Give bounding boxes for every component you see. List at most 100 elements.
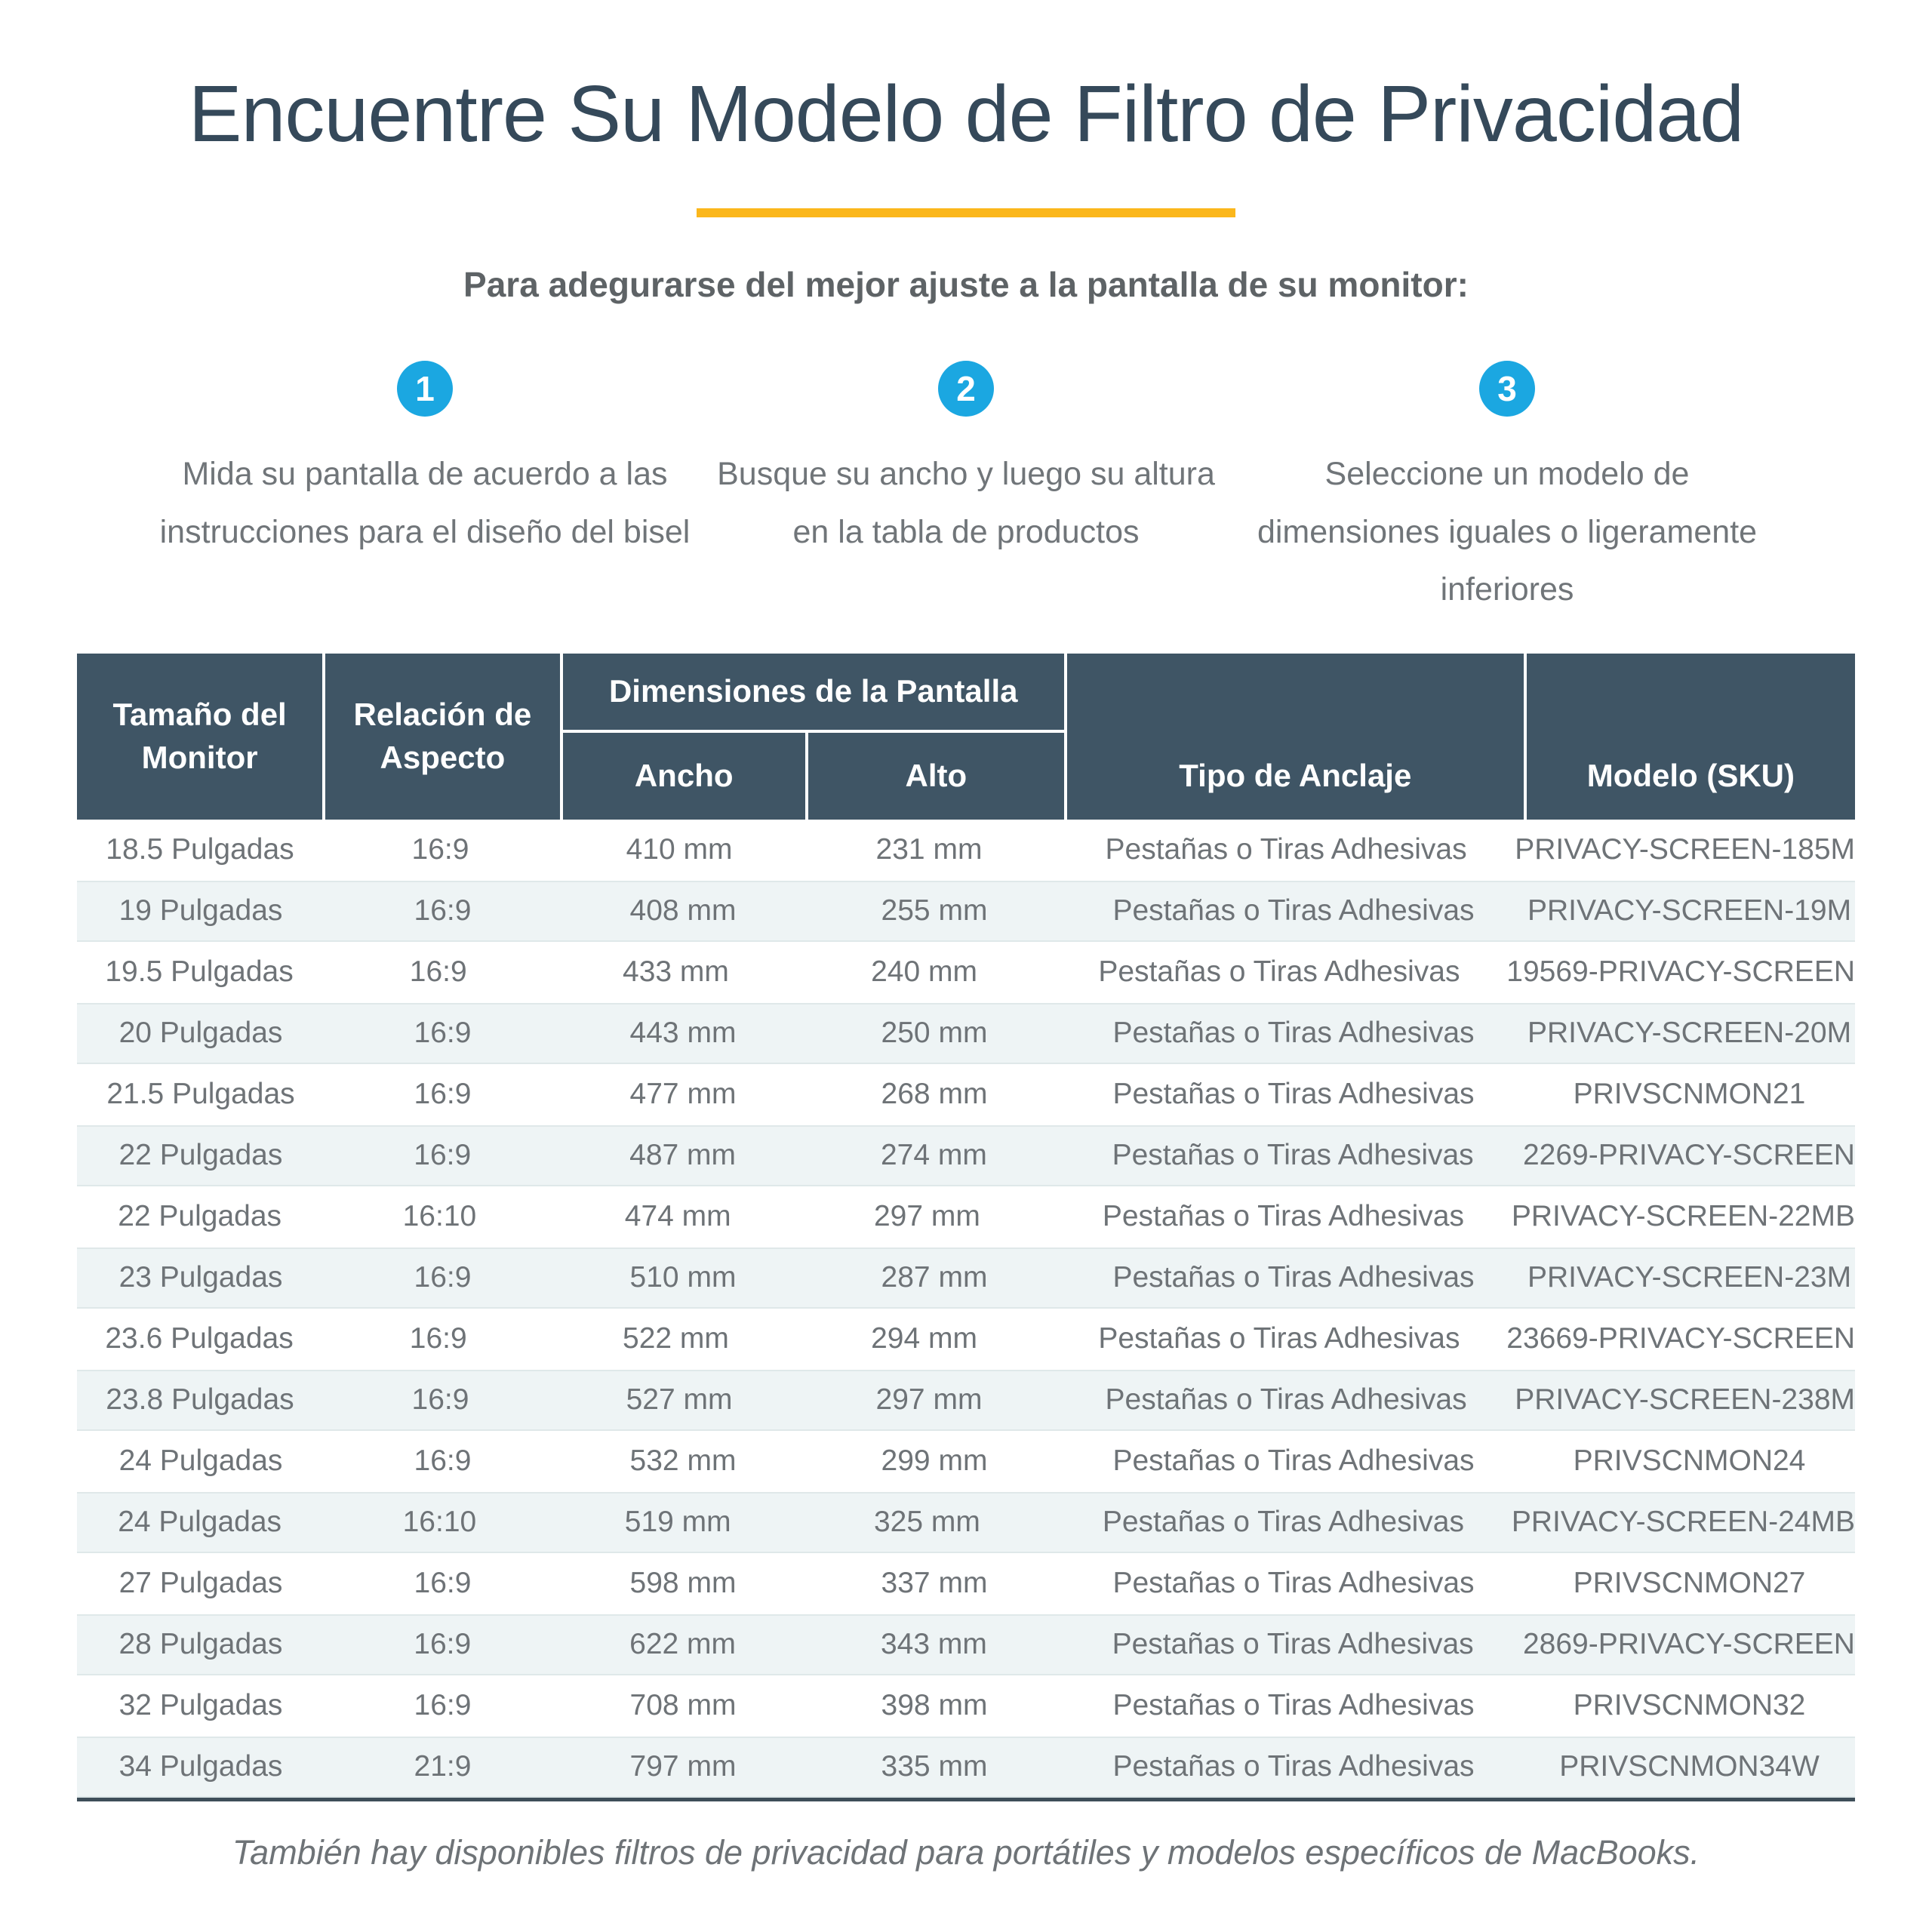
step-3-text: Seleccione un modelo de dimensiones igua… — [1257, 456, 1758, 608]
cell-model-sku: PRIVACY-SCREEN-20M — [1527, 1017, 1852, 1050]
step-3-number-badge: 3 — [1479, 361, 1535, 417]
cell-width: 522 mm — [623, 1322, 729, 1355]
step-2: 2 Busque su ancho y luego su altura en l… — [696, 361, 1236, 619]
cell-width: 410 mm — [626, 833, 733, 866]
cell-anchor-type: Pestañas o Tiras Adhesivas — [1098, 1322, 1460, 1355]
cell-model-sku: PRIVACY-SCREEN-24MB — [1511, 1506, 1855, 1539]
cell-monitor-size: 18.5 Pulgadas — [106, 833, 294, 866]
cell-anchor-type: Pestañas o Tiras Adhesivas — [1112, 1750, 1475, 1783]
step-1: 1 Mida su pantalla de acuerdo a las inst… — [155, 361, 695, 619]
cell-aspect-ratio: 16:9 — [414, 1628, 472, 1661]
cell-aspect-ratio: 16:9 — [414, 1689, 472, 1722]
cell-model-sku: 2869-PRIVACY-SCREEN — [1522, 1628, 1855, 1661]
footer-note: También hay disponibles filtros de priva… — [232, 1832, 1700, 1872]
table-row: 23.6 Pulgadas 16:9 522 mm 294 mm Pestañas o … — [77, 1309, 1855, 1370]
table-bottom-border — [77, 1797, 1855, 1801]
table-row: 18.5 Pulgadas 16:9 410 mm 231 mm Pestañas o … — [77, 820, 1855, 881]
cell-monitor-size: 34 Pulgadas — [118, 1750, 283, 1783]
cell-monitor-size: 23.8 Pulgadas — [106, 1383, 294, 1417]
cell-anchor-type: Pestañas o Tiras Adhesivas — [1112, 1444, 1475, 1478]
cell-model-sku: PRIVSCNMON27 — [1573, 1567, 1806, 1600]
cell-anchor-type: Pestañas o Tiras Adhesivas — [1102, 1506, 1464, 1539]
cell-height: 297 mm — [875, 1383, 983, 1417]
cell-aspect-ratio: 21:9 — [414, 1750, 472, 1783]
cell-height: 274 mm — [880, 1139, 987, 1172]
cell-model-sku: PRIVACY-SCREEN-238M — [1515, 1383, 1855, 1417]
cell-model-sku: PRIVACY-SCREEN-19M — [1527, 894, 1852, 928]
cell-aspect-ratio: 16:10 — [402, 1506, 477, 1539]
cell-width: 474 mm — [624, 1200, 731, 1233]
table-row: 23 Pulgadas 16:9 510 mm 287 mm Pestañas o Ti… — [77, 1247, 1855, 1309]
cell-monitor-size: 23.6 Pulgadas — [105, 1322, 294, 1355]
cell-monitor-size: 20 Pulgadas — [118, 1017, 283, 1050]
step-3: 3 Seleccione un modelo de dimensiones ig… — [1237, 361, 1777, 619]
cell-height: 343 mm — [880, 1628, 987, 1661]
cell-monitor-size: 19.5 Pulgadas — [105, 955, 294, 989]
cell-model-sku: PRIVSCNMON21 — [1573, 1078, 1806, 1111]
cell-model-sku: PRIVSCNMON32 — [1573, 1689, 1806, 1722]
accent-divider — [697, 208, 1235, 218]
cell-width: 433 mm — [623, 955, 729, 989]
cell-anchor-type: Pestañas o Tiras Adhesivas — [1112, 1689, 1475, 1722]
cell-height: 335 mm — [881, 1750, 988, 1783]
cell-width: 477 mm — [629, 1078, 737, 1111]
cell-monitor-size: 23 Pulgadas — [118, 1261, 283, 1294]
cell-anchor-type: Pestañas o Tiras Adhesivas — [1112, 1261, 1475, 1294]
header-model-sku: Modelo (SKU) — [1526, 653, 1855, 820]
subtitle: Para adegurarse del mejor ajuste a la pa… — [463, 265, 1469, 305]
cell-width: 598 mm — [629, 1567, 737, 1600]
cell-model-sku: 2269-PRIVACY-SCREEN — [1522, 1139, 1855, 1172]
table-row: 27 Pulgadas 16:9 598 mm 337 mm Pestañas o Ti… — [77, 1553, 1855, 1614]
cell-width: 532 mm — [629, 1444, 737, 1478]
table-header: Tamaño del Monitor Relación de Aspecto D… — [77, 653, 1855, 820]
header-screen-dimensions-group: Dimensiones de la Pantalla — [562, 653, 1064, 730]
step-2-text: Busque su ancho y luego su altura en la … — [717, 456, 1215, 550]
cell-anchor-type: Pestañas o Tiras Adhesivas — [1105, 833, 1467, 866]
cell-height: 398 mm — [881, 1689, 988, 1722]
table-row: 34 Pulgadas 21:9 797 mm 335 mm Pestañas o Ti… — [77, 1736, 1855, 1798]
cell-height: 299 mm — [881, 1444, 988, 1478]
cell-height: 268 mm — [881, 1078, 988, 1111]
cell-width: 797 mm — [629, 1750, 737, 1783]
cell-model-sku: PRIVACY-SCREEN-22MB — [1511, 1200, 1855, 1233]
table-row: 19.5 Pulgadas 16:9 433 mm 240 mm Pestañas o … — [77, 942, 1855, 1003]
step-2-number-badge: 2 — [938, 361, 994, 417]
cell-monitor-size: 21.5 Pulgadas — [106, 1078, 295, 1111]
table-row: 28 Pulgadas 16:9 622 mm 343 mm Pestañas o Ti… — [77, 1614, 1855, 1675]
cell-anchor-type: Pestañas o Tiras Adhesivas — [1102, 1200, 1464, 1233]
cell-monitor-size: 28 Pulgadas — [118, 1628, 283, 1661]
cell-anchor-type: Pestañas o Tiras Adhesivas — [1105, 1383, 1467, 1417]
table-row: 23.8 Pulgadas 16:9 527 mm 297 mm Pestañas o … — [77, 1369, 1855, 1431]
header-width: Ancho — [562, 732, 805, 820]
product-table: Tamaño del Monitor Relación de Aspecto D… — [77, 653, 1855, 1801]
cell-aspect-ratio: 16:10 — [402, 1200, 477, 1233]
cell-monitor-size: 22 Pulgadas — [118, 1200, 282, 1233]
steps-row: 1 Mida su pantalla de acuerdo a las inst… — [155, 361, 1777, 619]
cell-monitor-size: 32 Pulgadas — [118, 1689, 283, 1722]
table-row: 19 Pulgadas 16:9 408 mm 255 mm Pestañas o Ti… — [77, 880, 1855, 942]
cell-aspect-ratio: 16:9 — [411, 1383, 469, 1417]
cell-aspect-ratio: 16:9 — [409, 1322, 467, 1355]
cell-monitor-size: 22 Pulgadas — [118, 1139, 283, 1172]
cell-height: 255 mm — [881, 894, 988, 928]
cell-aspect-ratio: 16:9 — [409, 955, 467, 989]
header-height: Alto — [808, 732, 1064, 820]
cell-width: 408 mm — [629, 894, 737, 928]
cell-anchor-type: Pestañas o Tiras Adhesivas — [1112, 1017, 1475, 1050]
header-monitor-size: Tamaño del Monitor — [77, 653, 323, 820]
cell-aspect-ratio: 16:9 — [414, 1139, 472, 1172]
cell-height: 337 mm — [881, 1567, 988, 1600]
table-row: 24 Pulgadas 16:9 532 mm 299 mm Pestañas o Ti… — [77, 1431, 1855, 1492]
cell-aspect-ratio: 16:9 — [414, 1567, 472, 1600]
cell-width: 527 mm — [626, 1383, 733, 1417]
cell-anchor-type: Pestañas o Tiras Adhesivas — [1112, 1628, 1474, 1661]
cell-width: 510 mm — [629, 1261, 737, 1294]
cell-anchor-type: Pestañas o Tiras Adhesivas — [1112, 894, 1475, 928]
header-anchor-type: Tipo de Anclaje — [1066, 653, 1524, 820]
cell-monitor-size: 24 Pulgadas — [118, 1506, 282, 1539]
cell-width: 519 mm — [624, 1506, 731, 1539]
cell-width: 622 mm — [629, 1628, 737, 1661]
cell-aspect-ratio: 16:9 — [414, 1017, 472, 1050]
header-aspect-ratio: Relación de Aspecto — [325, 653, 560, 820]
cell-height: 294 mm — [871, 1322, 977, 1355]
